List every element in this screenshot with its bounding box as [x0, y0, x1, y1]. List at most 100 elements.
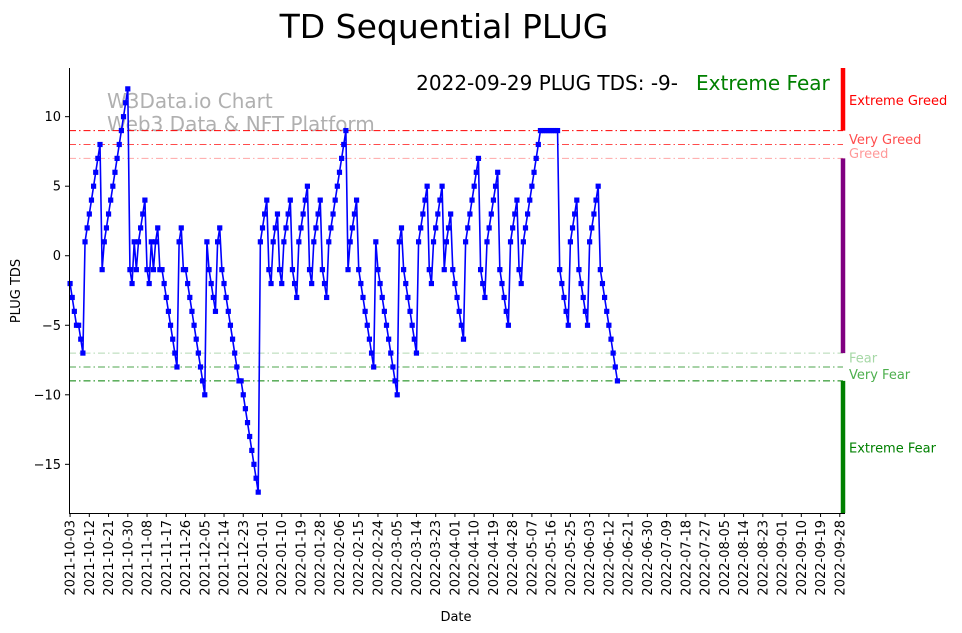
data-point: [576, 267, 582, 273]
y-axis-label: PLUG TDS: [9, 259, 24, 323]
y-tick-label: −15: [34, 458, 61, 473]
data-point: [95, 155, 101, 161]
data-point: [608, 336, 614, 342]
data-point: [71, 308, 77, 314]
data-point: [116, 141, 122, 148]
data-point: [473, 169, 479, 175]
data-point: [390, 364, 396, 370]
data-point: [67, 280, 73, 287]
data-point: [212, 308, 219, 314]
data-point: [174, 364, 180, 370]
data-point: [405, 294, 411, 301]
x-tick-label: 2022-03-23: [429, 520, 444, 596]
data-point: [138, 225, 144, 231]
data-point: [533, 155, 539, 161]
data-point: [510, 225, 516, 231]
data-point: [238, 378, 244, 384]
data-point: [360, 294, 366, 301]
data-point: [221, 280, 227, 287]
data-point: [356, 267, 362, 273]
data-point: [266, 267, 272, 273]
x-tick-label: 2021-10-03: [64, 520, 79, 596]
x-tick-label: 2022-03-05: [391, 520, 406, 596]
threshold-lines: [69, 130, 843, 382]
data-point: [529, 183, 535, 189]
data-point: [306, 267, 313, 273]
data-point: [460, 336, 467, 342]
data-point: [264, 197, 270, 203]
date-annotation: 2022-09-29 PLUG TDS: -9-: [416, 71, 678, 95]
data-point: [152, 239, 159, 245]
data-point: [78, 336, 84, 342]
data-point: [283, 225, 289, 231]
data-point: [270, 239, 276, 245]
x-tick-label: 2022-09-10: [795, 520, 810, 596]
data-point: [565, 322, 571, 328]
data-point: [330, 211, 336, 217]
data-point: [326, 239, 332, 245]
data-point: [593, 197, 599, 203]
data-point: [383, 322, 390, 328]
data-point: [170, 336, 176, 342]
data-point: [289, 267, 296, 273]
data-point: [411, 336, 417, 342]
x-tick-label: 2022-04-19: [487, 520, 502, 596]
data-point: [441, 267, 447, 273]
data-point: [557, 267, 563, 273]
data-point: [99, 267, 105, 273]
data-point: [377, 280, 383, 287]
data-point: [371, 364, 377, 370]
data-point: [127, 267, 133, 273]
x-tick-label: 2022-07-27: [699, 520, 714, 596]
data-point: [430, 239, 437, 245]
data-point: [97, 141, 103, 148]
data-point: [133, 267, 139, 273]
data-point: [484, 239, 490, 245]
data-point: [589, 225, 595, 231]
data-point: [482, 294, 488, 301]
data-point: [234, 364, 240, 370]
x-tick-label: 2022-02-06: [333, 520, 348, 596]
data-point: [516, 267, 522, 273]
data-point: [554, 127, 561, 134]
x-tick-label: 2021-12-05: [198, 520, 213, 596]
data-point: [409, 322, 415, 328]
data-point: [309, 280, 315, 287]
x-tick-label: 2022-03-14: [410, 520, 425, 596]
data-point: [582, 308, 588, 314]
data-point: [349, 225, 355, 231]
data-point: [328, 225, 334, 231]
data-point: [454, 294, 460, 301]
x-tick-label: 2021-10-21: [102, 520, 117, 596]
data-point: [420, 211, 426, 217]
chart-title: TD Sequential PLUG: [279, 7, 609, 46]
data-point: [578, 280, 584, 287]
data-point: [392, 378, 398, 384]
data-point: [197, 364, 204, 370]
x-tick-label: 2022-04-01: [448, 520, 463, 596]
x-tick-label: 2021-12-23: [237, 520, 252, 596]
data-point: [612, 364, 618, 370]
data-point: [567, 239, 573, 245]
x-tick-label: 2022-05-07: [525, 520, 540, 596]
data-point: [358, 280, 364, 287]
data-point: [362, 308, 368, 314]
data-point: [129, 280, 135, 287]
data-point: [315, 211, 321, 217]
data-point: [525, 211, 531, 217]
data-point: [396, 239, 402, 245]
zone-label: Extreme Greed: [849, 94, 947, 109]
data-point: [580, 294, 586, 301]
data-point: [345, 267, 351, 273]
x-tick-label: 2022-08-14: [737, 520, 752, 596]
data-point: [587, 239, 593, 245]
data-point: [364, 322, 370, 328]
x-tick-label: 2022-04-28: [506, 520, 521, 596]
data-point: [208, 280, 214, 287]
data-point: [298, 225, 304, 231]
data-point: [347, 239, 353, 245]
data-point: [486, 225, 492, 231]
x-tick-label: 2021-11-26: [179, 520, 194, 596]
